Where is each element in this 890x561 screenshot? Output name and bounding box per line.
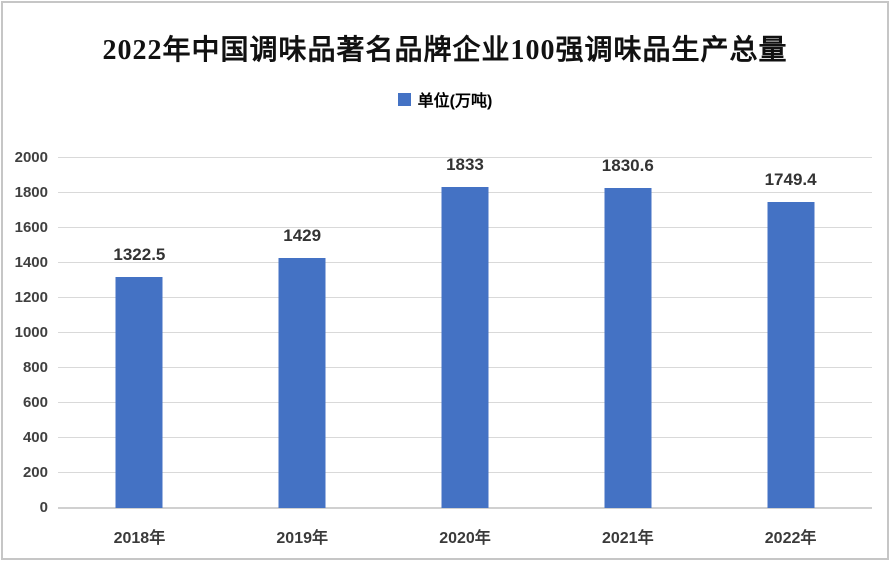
y-tick-label: 200 (22, 464, 48, 481)
bar (767, 201, 815, 508)
bar-column: 1429 (221, 158, 384, 508)
bar-column: 1749.4 (709, 158, 872, 508)
bar (441, 187, 489, 508)
bar-value-label: 1322.5 (113, 244, 166, 264)
y-tick-label: 2000 (14, 149, 48, 166)
y-tick-label: 1200 (14, 289, 48, 306)
y-tick-label: 1000 (14, 324, 48, 341)
x-axis-label: 2021年 (601, 530, 654, 547)
legend-label: 单位(万吨) (417, 93, 493, 110)
bar-column: 1830.6 (546, 155, 709, 508)
x-axis-label: 2018年 (113, 530, 166, 547)
plot-area: 1322.5 1429 1833 1830.6 1749.4 (58, 155, 872, 509)
x-axis-line (58, 507, 872, 509)
y-tick-label: 400 (22, 429, 48, 446)
x-axis-label: 2022年 (764, 530, 817, 547)
y-tick-label: 0 (39, 499, 48, 516)
y-tick-label: 1400 (14, 254, 48, 271)
legend-swatch-icon (397, 92, 411, 106)
chart-title: 2022年中国调味品著名品牌企业100强调味品生产总量 (102, 35, 788, 66)
x-axis-label: 2020年 (439, 530, 491, 547)
y-tick-label: 800 (22, 359, 48, 376)
bar-column: 1322.5 (58, 158, 221, 508)
gridline (58, 157, 872, 158)
y-tick-label: 600 (22, 394, 48, 411)
bar-value-label: 1833 (446, 155, 484, 175)
bar-column: 1833 (384, 155, 547, 508)
bar (115, 276, 163, 508)
x-axis-label: 2019年 (276, 530, 328, 547)
bar (604, 187, 652, 508)
y-tick-label: 1800 (14, 184, 48, 201)
bar (278, 257, 326, 508)
y-tick-label: 1600 (14, 219, 48, 236)
legend: 单位(万吨) (0, 88, 890, 110)
bar-value-label: 1429 (283, 225, 322, 245)
bar-value-label: 1830.6 (601, 155, 654, 175)
bar-value-label: 1749.4 (764, 169, 817, 189)
